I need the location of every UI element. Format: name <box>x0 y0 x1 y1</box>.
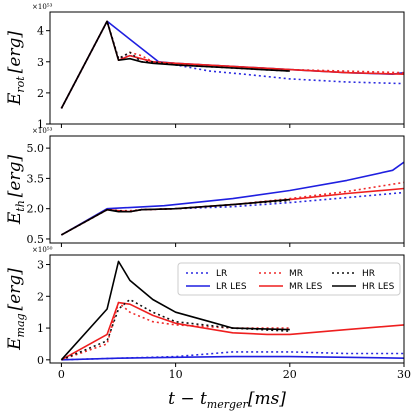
legend-label: HR LES <box>362 282 395 292</box>
series-group <box>60 20 404 109</box>
y-axis-label: Emag[erg] <box>5 268 27 351</box>
axes-frame <box>49 11 405 125</box>
y-tick-label: 3 <box>37 56 44 69</box>
axes-frame <box>49 254 405 364</box>
y-exponent-label: ×10⁵³ <box>32 3 53 11</box>
legend-label: MR <box>289 269 303 279</box>
series-mr-les-line <box>60 20 404 109</box>
panel-1: 1 2 3 4 ×10⁵³ Erot[erg] <box>5 3 405 131</box>
panel-2: 0.5 2.0 3.5 5.0 ×10⁵³ Eth[erg] <box>5 127 405 247</box>
x-axis-label: t − tmerger[ms] <box>168 389 286 411</box>
y-tick-label: 2.0 <box>27 203 45 216</box>
series-mr-line <box>60 20 404 109</box>
series-lr-line <box>60 20 404 109</box>
y-tick-label: 4 <box>37 25 44 38</box>
series-group <box>60 260 404 361</box>
series-lr-les-line <box>60 20 404 109</box>
series-mr-line <box>61 301 290 361</box>
series-hr-line <box>61 298 290 361</box>
series-lr-line <box>61 351 404 361</box>
y-tick-label: 0.5 <box>27 233 45 246</box>
legend-label: LR <box>216 269 227 279</box>
series-group <box>61 161 404 236</box>
y-exponent-label: ×10⁵⁰ <box>32 246 53 254</box>
y-tick-label: 5.0 <box>27 142 45 155</box>
x-tick-label: 10 <box>169 368 183 381</box>
series-lr-les-line <box>61 161 404 236</box>
y-tick-label: 0 <box>37 354 44 367</box>
series-hr-les-line <box>61 198 290 236</box>
series-lr-les-line <box>61 355 404 361</box>
legend-label: MR LES <box>289 282 323 292</box>
axes-frame <box>49 135 405 244</box>
y-exponent-label: ×10⁵³ <box>32 127 53 135</box>
y-tick-label: 2 <box>37 290 44 303</box>
y-tick-label: 3.5 <box>27 172 45 185</box>
x-tick-label: 0 <box>58 368 65 381</box>
y-tick-label: 2 <box>37 87 44 100</box>
legend-label: LR LES <box>216 282 247 292</box>
series-hr-les-line <box>60 20 290 109</box>
x-tick-label: 30 <box>397 368 411 381</box>
legend: LR MR HR LR LES MR LES HR LES <box>177 262 401 296</box>
y-tick-label: 1 <box>37 322 44 335</box>
series-mr-les-line <box>61 301 404 361</box>
y-axis-label: Erot[erg] <box>5 31 27 106</box>
y-tick-label: 3 <box>37 259 44 272</box>
legend-label: HR <box>362 269 375 279</box>
series-mr-les-line <box>61 187 404 236</box>
legend-box <box>177 262 401 296</box>
series-hr-les-line <box>60 260 290 361</box>
y-tick-label: 1 <box>37 118 44 131</box>
y-axis-label: Eth[erg] <box>5 155 27 226</box>
x-tick-label: 20 <box>283 368 297 381</box>
